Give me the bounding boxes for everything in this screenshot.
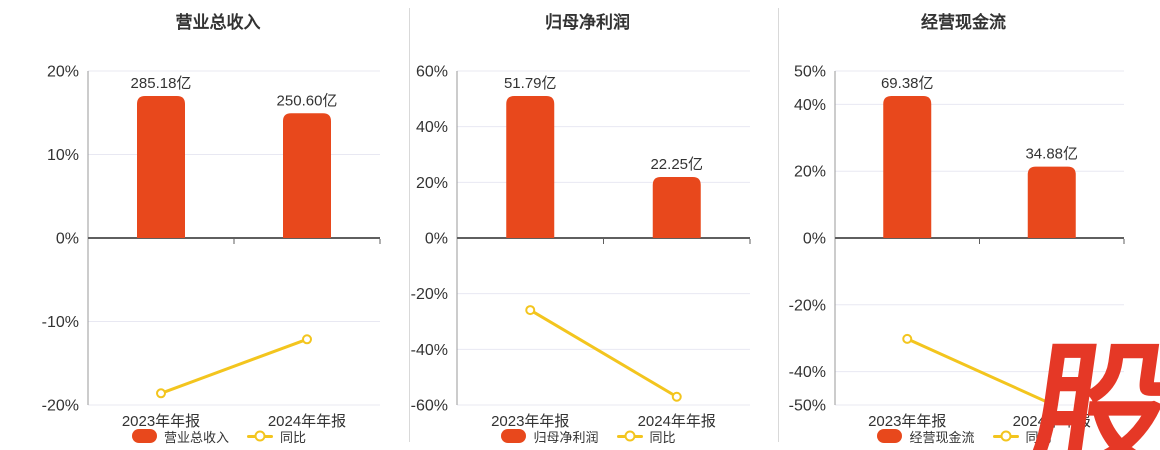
yoy-line-symbol-icon: [616, 430, 643, 442]
legend-label-yoy: 同比: [280, 429, 307, 445]
yoy-marker[interactable]: [671, 391, 682, 402]
y-axis-label: -60%: [411, 398, 448, 415]
y-axis-label: 40%: [416, 119, 448, 136]
yoy-marker-icon: [624, 430, 635, 442]
legend-item-bar-series[interactable]: 经营现金流: [877, 427, 975, 446]
legend-item-bar-series[interactable]: 归母净利润: [501, 427, 599, 446]
yoy-marker-icon: [254, 430, 266, 442]
bar-value-label: 22.25亿: [650, 156, 703, 173]
y-axis-label: 20%: [47, 64, 79, 81]
y-axis-label: -40%: [789, 364, 826, 381]
legend-item-bar-series[interactable]: 营业总收入: [131, 427, 229, 446]
bar-2024年年报[interactable]: [652, 177, 701, 238]
y-axis-label: 10%: [47, 147, 79, 164]
yoy-marker[interactable]: [302, 334, 312, 345]
x-axis-label: 2024年年报: [268, 413, 346, 430]
chart-title-net-profit: 归母净利润: [545, 13, 630, 32]
bar-value-label: 69.38亿: [881, 75, 934, 92]
bar-2023年年报[interactable]: [506, 96, 555, 238]
y-axis-label: -50%: [789, 398, 826, 415]
y-axis-label: 20%: [794, 164, 826, 181]
y-axis-label: -20%: [789, 297, 826, 314]
cashflow-chart: 50% 40% 20% 0% -20% -40% -50% 69.38亿 34.88亿 2023年…: [789, 64, 1125, 430]
yoy-line-symbol-icon: [992, 430, 1019, 442]
revenue-chart: 20% 10% 0% -10% -20% 285.18亿 250.60亿 2023年年报 202…: [42, 64, 381, 430]
legend-label-yoy: 同比: [1025, 429, 1052, 445]
y-axis-label: 40%: [794, 97, 826, 114]
yoy-marker-icon: [1000, 430, 1011, 442]
bar-2023年年报[interactable]: [883, 96, 932, 238]
x-axis-label: 2023年年报: [491, 413, 569, 430]
y-axis-label: -40%: [411, 342, 448, 359]
x-axis-label: 2023年年报: [868, 413, 946, 430]
bar-value-label: 285.18亿: [131, 75, 192, 92]
yoy-marker[interactable]: [1046, 399, 1057, 410]
legend-label-bar-series: 营业总收入: [163, 429, 229, 445]
y-axis-label: -20%: [42, 398, 79, 415]
bar-value-label: 34.88亿: [1025, 146, 1078, 163]
legend-net-profit: 归母净利润 同比: [442, 427, 735, 445]
bar-series-swatch-icon: [877, 429, 903, 443]
bar-2023年年报[interactable]: [137, 96, 185, 238]
yoy-line-symbol-icon: [247, 430, 273, 442]
chart-panel-operating-cashflow: 经营现金流 50% 40% 20% 0% -20% -40% -50% 69.38亿 34.88…: [775, 0, 1160, 450]
y-axis-label: -10%: [42, 314, 79, 331]
y-axis-label: 60%: [416, 64, 448, 81]
yoy-line: [159, 337, 309, 395]
yoy-marker[interactable]: [902, 333, 913, 344]
x-axis-label: 2023年年报: [122, 413, 200, 430]
legend-item-yoy[interactable]: 同比: [616, 427, 676, 446]
legend-item-yoy[interactable]: 同比: [992, 427, 1052, 446]
yoy-marker[interactable]: [525, 305, 536, 316]
chart-title-revenue: 营业总收入: [175, 13, 261, 32]
yoy-line: [905, 337, 1054, 406]
yoy-line: [528, 308, 679, 399]
x-axis-label: 2024年年报: [1013, 413, 1091, 430]
chart-title-cashflow: 经营现金流: [921, 13, 1006, 32]
legend-item-yoy[interactable]: 同比: [247, 427, 306, 446]
x-axis-label: 2024年年报: [638, 413, 716, 430]
bar-value-label: 250.60亿: [277, 92, 338, 109]
legend-label-bar-series: 经营现金流: [909, 429, 975, 445]
bar-2024年年报[interactable]: [1027, 166, 1076, 238]
chart-panel-net-profit: 归母净利润 60% 40% 20% 0% -20% -40% -60% 51.79亿 22.25…: [406, 0, 775, 450]
legend-revenue: 营业总收入 同比: [73, 427, 365, 445]
y-axis-label: 20%: [416, 175, 448, 192]
yoy-marker[interactable]: [156, 388, 166, 399]
bar-series-swatch-icon: [501, 429, 527, 443]
panel-divider: [778, 8, 779, 442]
chart-panel-revenue: 营业总收入 20% 10% 0% -10% -20% 285.18亿 250.60亿 2023…: [0, 0, 406, 450]
y-axis-label: 0%: [56, 231, 79, 248]
bar-2024年年报[interactable]: [283, 113, 331, 238]
bar-value-label: 51.79亿: [504, 75, 557, 92]
bar-series-swatch-icon: [131, 429, 157, 443]
legend-label-bar-series: 归母净利润: [533, 429, 599, 445]
y-axis-label: 0%: [803, 231, 826, 248]
legend-label-yoy: 同比: [649, 429, 676, 445]
y-axis-label: 0%: [425, 231, 448, 248]
panel-divider: [409, 8, 410, 442]
net-profit-chart: 60% 40% 20% 0% -20% -40% -60% 51.79亿 22.25亿 2023年…: [411, 64, 751, 430]
y-axis-label: -20%: [411, 286, 448, 303]
y-axis-label: 50%: [794, 64, 826, 81]
legend-cashflow: 经营现金流 同比: [820, 427, 1109, 445]
